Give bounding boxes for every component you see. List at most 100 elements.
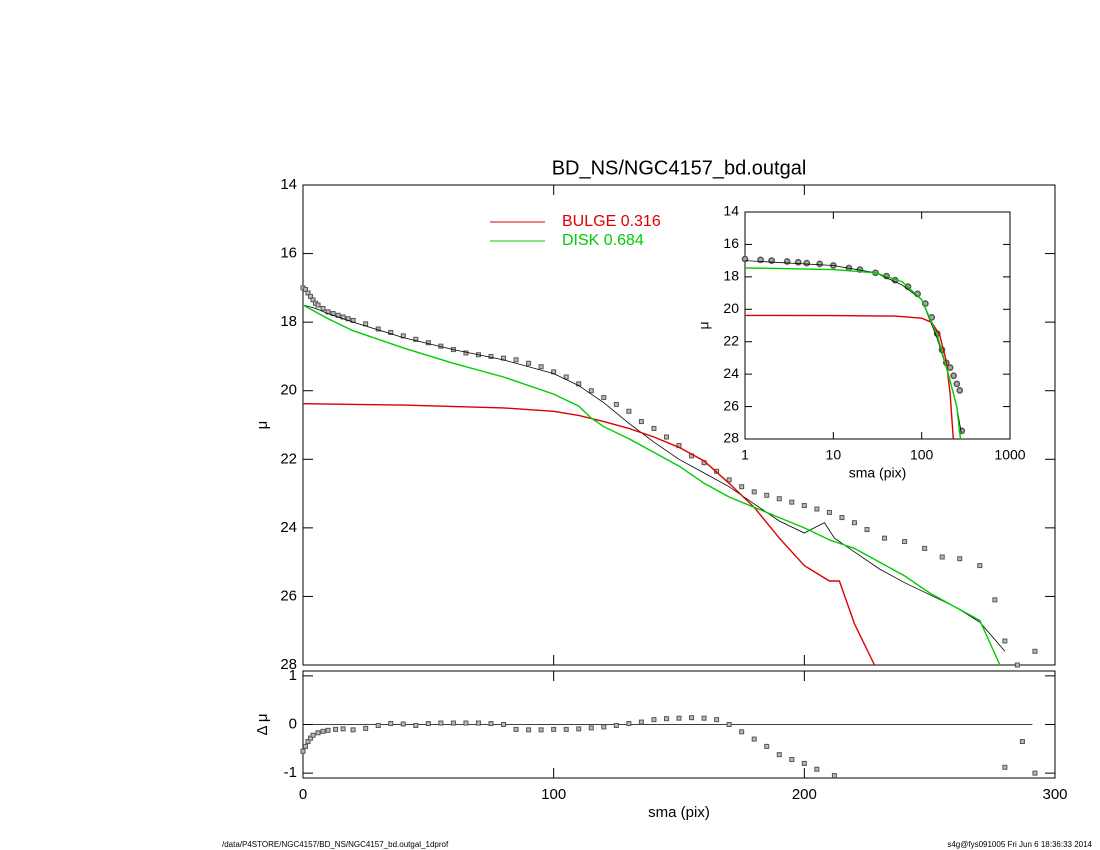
data-point xyxy=(308,293,314,299)
y-tick-label: 0 xyxy=(289,715,297,732)
data-point xyxy=(310,732,316,738)
data-point xyxy=(475,720,481,726)
data-point xyxy=(1014,662,1020,668)
data-point xyxy=(588,388,594,394)
data-point xyxy=(1002,764,1008,770)
y-axis-label: μ xyxy=(254,421,271,430)
data-point xyxy=(816,260,824,268)
data-point xyxy=(438,720,444,726)
data-point xyxy=(726,477,732,483)
model-line xyxy=(302,403,876,666)
data-point xyxy=(613,401,619,407)
data-point xyxy=(320,728,326,734)
data-point xyxy=(950,372,957,380)
data-point xyxy=(626,721,632,727)
model-line xyxy=(302,304,1001,666)
data-point xyxy=(751,736,757,742)
x-tick-label: 200 xyxy=(792,786,817,803)
x-tick-label: 1000 xyxy=(994,447,1025,463)
data-point xyxy=(513,726,519,732)
data-point xyxy=(350,727,356,733)
footer-left: /data/P4STORE/NGC4157/BD_NS/NGC4157_bd.o… xyxy=(222,840,449,849)
x-tick-label: 300 xyxy=(1042,786,1067,803)
y-tick-label: 16 xyxy=(723,235,739,251)
data-point xyxy=(751,489,757,495)
model-line xyxy=(744,260,962,433)
data-point xyxy=(613,722,619,728)
data-point xyxy=(1002,638,1008,644)
data-point xyxy=(977,563,983,569)
data-point xyxy=(588,725,594,731)
data-point xyxy=(513,357,519,363)
data-point xyxy=(939,554,945,560)
x-tick-label: 10 xyxy=(826,447,842,463)
data-point xyxy=(739,729,745,735)
data-point xyxy=(638,419,644,425)
data-point xyxy=(363,725,369,731)
footer-right: s4g@fys091005 Fri Jun 6 18:36:33 2014 xyxy=(947,840,1092,849)
data-point xyxy=(851,520,857,526)
data-point xyxy=(308,735,314,741)
y-tick-label: 22 xyxy=(723,332,739,348)
y-tick-label: 28 xyxy=(280,656,297,673)
y-tick-label: -1 xyxy=(284,764,297,781)
data-point xyxy=(315,730,321,736)
data-point xyxy=(303,743,309,749)
y-tick-label: 16 xyxy=(280,245,297,262)
data-point xyxy=(1032,648,1038,654)
data-point xyxy=(651,425,657,431)
data-point xyxy=(946,364,954,372)
y-tick-label: 22 xyxy=(280,450,297,467)
data-point xyxy=(922,545,928,551)
data-point xyxy=(450,720,456,726)
data-point xyxy=(839,515,845,521)
data-point xyxy=(626,408,632,414)
y-tick-label: 1 xyxy=(289,667,297,684)
data-point xyxy=(957,556,963,562)
plot-frame xyxy=(302,184,1056,666)
data-point xyxy=(789,499,795,505)
data-point xyxy=(601,724,607,730)
x-tick-label: 0 xyxy=(299,786,307,803)
data-point xyxy=(388,329,394,335)
y-tick-label: 26 xyxy=(723,397,739,413)
data-point xyxy=(726,722,732,727)
x-tick-label: 100 xyxy=(910,447,934,463)
data-point xyxy=(663,434,669,440)
data-point xyxy=(300,748,306,754)
data-point xyxy=(902,539,908,545)
data-point xyxy=(956,387,964,394)
data-point xyxy=(413,336,419,342)
y-tick-label: 26 xyxy=(280,587,297,604)
data-point xyxy=(676,715,682,721)
data-point xyxy=(563,374,569,380)
data-point xyxy=(789,757,795,763)
data-point xyxy=(538,727,544,733)
data-point xyxy=(463,720,469,726)
data-point xyxy=(488,721,494,727)
y-tick-label: 24 xyxy=(280,519,297,536)
plot-frame xyxy=(744,211,1011,440)
model-line xyxy=(744,314,954,440)
data-point xyxy=(764,492,770,498)
y-tick-label: 20 xyxy=(723,300,739,316)
data-point xyxy=(463,350,469,356)
legend-label: BULGE 0.316 xyxy=(562,213,661,230)
data-point xyxy=(320,305,326,311)
data-point xyxy=(739,484,745,490)
data-point xyxy=(651,717,657,723)
data-point xyxy=(864,527,870,533)
y-tick-label: 14 xyxy=(723,203,739,219)
data-point xyxy=(413,722,419,728)
data-point xyxy=(488,353,494,359)
y-tick-label: 18 xyxy=(280,313,297,330)
y-axis-label: μ xyxy=(696,321,712,329)
data-point xyxy=(551,726,557,732)
data-point xyxy=(814,506,820,512)
y-axis-label: Δ μ xyxy=(254,713,271,735)
data-point xyxy=(882,535,888,541)
data-point xyxy=(526,727,532,733)
data-point xyxy=(501,722,507,727)
data-point xyxy=(701,715,707,721)
